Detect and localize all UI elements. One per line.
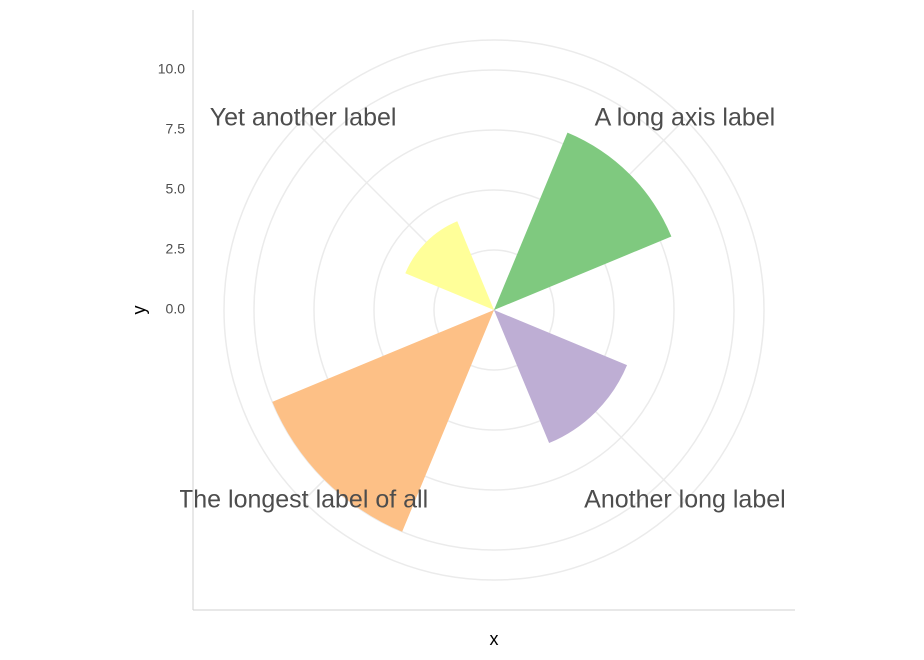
category-labels: A long axis label Another long label The l… [178, 104, 786, 514]
bars [272, 132, 672, 532]
grid-circle [253, 69, 735, 551]
grid-circle [433, 249, 555, 371]
bar-wedge [494, 310, 628, 444]
y-tick-label: 10.0 [158, 61, 185, 77]
grid-outer [223, 39, 765, 581]
y-axis-title: y [129, 306, 149, 315]
grid-circle [373, 189, 615, 431]
category-label: Yet another label [210, 104, 397, 132]
category-label: The longest label of all [178, 486, 428, 514]
y-tick-label: 2.5 [166, 241, 186, 257]
bar-wedge [494, 132, 672, 310]
category-label: A long axis label [595, 104, 776, 132]
bar-wedge [272, 310, 494, 532]
y-tick-label: 0.0 [166, 301, 186, 317]
category-label: Another long label [584, 486, 786, 514]
y-tick-label: 5.0 [166, 181, 186, 197]
x-axis-title: x [490, 629, 499, 649]
grid-circle [313, 129, 675, 491]
bar-wedge [405, 221, 494, 310]
y-tick-label: 7.5 [166, 121, 186, 137]
